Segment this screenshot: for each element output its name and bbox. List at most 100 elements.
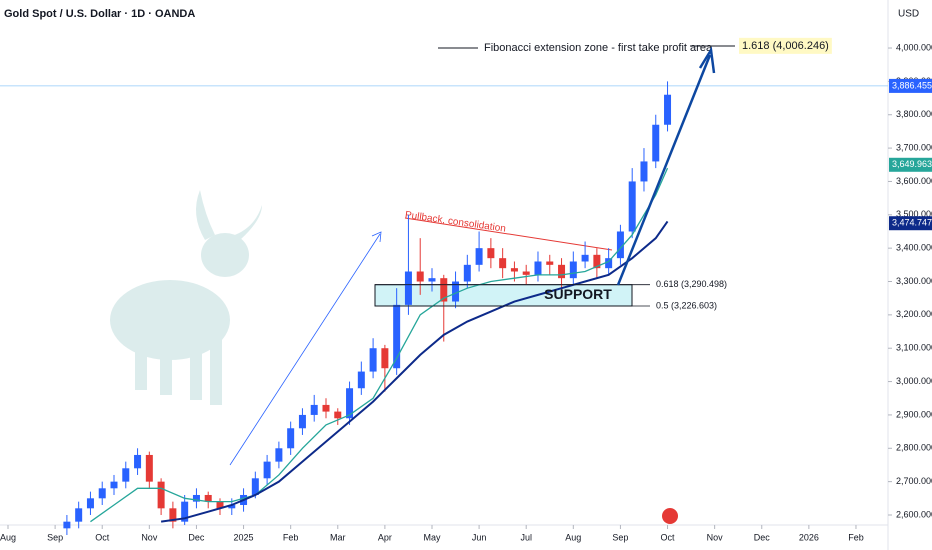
x-tick-label: Mar [330,532,346,542]
candle-body [98,488,106,499]
x-tick-label: 2025 [234,532,254,542]
candle-body [228,504,236,509]
x-tick-label: May [423,532,441,542]
candle-body [275,448,283,462]
candle-body [122,468,130,482]
candle-body [581,254,589,262]
y-tick-label: 2,800.000 [896,443,932,453]
x-tick-label: Dec [754,532,771,542]
candle-body [652,124,660,162]
candle-body [145,454,153,482]
y-tick-label: 2,900.000 [896,409,932,419]
x-tick-label: Aug [0,532,16,542]
price-label-box [889,216,932,231]
event-icon [662,508,678,524]
x-tick-label: Apr [378,532,392,542]
candle-body [452,281,460,302]
x-tick-label: Jun [472,532,487,542]
y-tick-label: 3,100.000 [896,343,932,353]
candle-body [216,501,224,509]
candle-body [499,258,507,269]
support-label: SUPPORT [544,286,612,302]
y-tick-label: 3,300.000 [896,276,932,286]
price-label: 3,886.455 [892,80,932,90]
x-tick-label: Sep [612,532,628,542]
y-tick-label: 3,200.000 [896,309,932,319]
candle-body [134,454,142,469]
candle-body [334,411,342,419]
candle-body [428,278,436,282]
candle-body [287,428,295,449]
x-tick-label: Sep [47,532,63,542]
y-tick-label: 3,000.000 [896,376,932,386]
candle-body [593,254,601,269]
x-tick-label: Feb [283,532,299,542]
candle-body [169,508,177,522]
x-tick-label: Jul [520,532,532,542]
candle-body [546,261,554,265]
x-tick-label: 2026 [799,532,819,542]
projection-arrow-head [698,46,716,74]
candle-body [357,371,365,389]
x-tick-label: Nov [707,532,724,542]
fib-label: 0.5 (3,226.603) [656,300,717,310]
candle-body [63,521,71,529]
candle-body [628,181,636,232]
y-tick-label: 3,800.000 [896,109,932,119]
target-label: 1.618 (4,006.246) [742,40,829,52]
candle-body [263,461,271,479]
pullback-line [404,217,613,251]
y-tick-label: 2,600.000 [896,509,932,519]
x-tick-label: Oct [95,532,110,542]
candle-body [192,494,200,502]
x-tick-label: Aug [565,532,581,542]
y-tick-label: 3,500.000 [896,209,932,219]
candle-body [381,348,389,369]
candle-body [664,94,672,125]
projection-arrow [616,54,712,286]
candle-body [75,508,83,522]
candle-body [569,261,577,279]
candle-body [605,258,613,269]
x-tick-label: Dec [188,532,205,542]
candle-body [463,264,471,282]
candle-body [298,414,306,429]
trend-arrow [229,233,381,466]
y-tick-label: 3,400.000 [896,243,932,253]
candle-body [346,388,354,419]
candle-body [204,494,212,502]
x-tick-label: Feb [848,532,864,542]
fib-label: 0.618 (3,290.498) [656,279,727,289]
moving-average [90,167,669,523]
candle-body [522,271,530,275]
candle-body [86,498,94,509]
candle-body [310,404,318,415]
candle-body [181,501,189,522]
candle-body [475,248,483,265]
bull-illustration [110,190,262,405]
plot-layer [0,81,888,536]
target-label-bg [739,37,832,54]
candle-body [369,348,377,372]
candle-body [616,231,624,259]
x-tick-label: Oct [661,532,676,542]
y-tick-label: 3,700.000 [896,142,932,152]
candle-body [322,404,330,412]
candle-body [640,161,648,182]
price-label-box [889,78,932,93]
candle-body [157,481,165,509]
y-tick-label: 2,700.000 [896,476,932,486]
price-label: 3,474.747 [892,218,932,228]
candle-body [393,304,401,369]
moving-average [160,220,669,523]
candle-body [534,261,542,275]
candle-body [404,271,412,305]
x-tick-label: Nov [141,532,158,542]
chart-title: Gold Spot / U.S. Dollar · 1D · OANDA [4,8,195,20]
fib-target-text: Fibonacci extension zone - first take pr… [484,42,713,54]
candle-body [510,268,518,272]
candle-body [440,278,448,302]
candle-body [110,481,118,489]
candle-body [416,271,424,282]
